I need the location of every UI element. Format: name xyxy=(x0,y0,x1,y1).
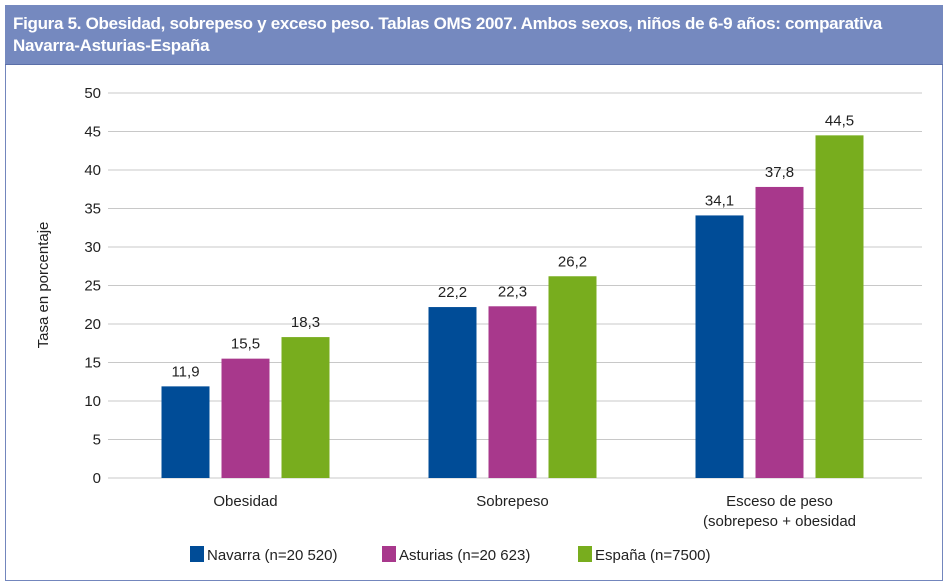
bar xyxy=(488,306,537,478)
data-label: 18,3 xyxy=(291,314,320,331)
y-tick-label: 40 xyxy=(84,162,101,179)
x-tick-label: Esceso de peso xyxy=(726,493,833,510)
data-label: 22,2 xyxy=(438,284,467,301)
figure-title: Figura 5. Obesidad, sobrepeso y exceso p… xyxy=(5,5,943,65)
bar xyxy=(755,186,804,478)
x-tick-label: Sobrepeso xyxy=(476,493,549,510)
data-label: 44,5 xyxy=(825,112,854,129)
y-tick-label: 30 xyxy=(84,239,101,256)
bar xyxy=(548,276,597,478)
y-tick-label: 50 xyxy=(84,85,101,102)
title-line-2: Navarra-Asturias-España xyxy=(13,36,210,55)
bar xyxy=(428,307,477,478)
y-tick-label: 35 xyxy=(84,201,101,218)
x-tick-label: (sobrepeso + obesidad xyxy=(703,513,856,530)
y-axis-label: Tasa en porcentaje xyxy=(35,222,52,349)
legend-swatch xyxy=(382,546,396,562)
y-tick-label: 10 xyxy=(84,393,101,410)
legend-swatch xyxy=(578,546,592,562)
legend-label: España (n=7500) xyxy=(595,547,711,564)
data-label: 26,2 xyxy=(558,253,587,270)
y-tick-label: 45 xyxy=(84,124,101,141)
data-label: 22,3 xyxy=(498,283,527,300)
data-label: 37,8 xyxy=(765,164,794,181)
x-tick-label: Obesidad xyxy=(213,493,277,510)
data-label: 34,1 xyxy=(705,192,734,209)
data-label: 11,9 xyxy=(171,363,199,380)
legend-swatch xyxy=(190,546,204,562)
bar xyxy=(695,215,744,478)
bar xyxy=(221,358,270,478)
legend-label: Asturias (n=20 623) xyxy=(399,547,530,564)
legend-label: Navarra (n=20 520) xyxy=(207,547,338,564)
bar xyxy=(161,386,210,478)
title-line-1: Figura 5. Obesidad, sobrepeso y exceso p… xyxy=(13,14,882,33)
data-label: 15,5 xyxy=(231,336,260,353)
y-tick-label: 15 xyxy=(84,355,101,372)
y-tick-label: 20 xyxy=(84,316,101,333)
bar xyxy=(815,135,864,478)
y-tick-label: 5 xyxy=(93,432,101,449)
bar xyxy=(281,337,330,478)
y-tick-label: 25 xyxy=(84,278,101,295)
y-tick-label: 0 xyxy=(93,470,101,487)
